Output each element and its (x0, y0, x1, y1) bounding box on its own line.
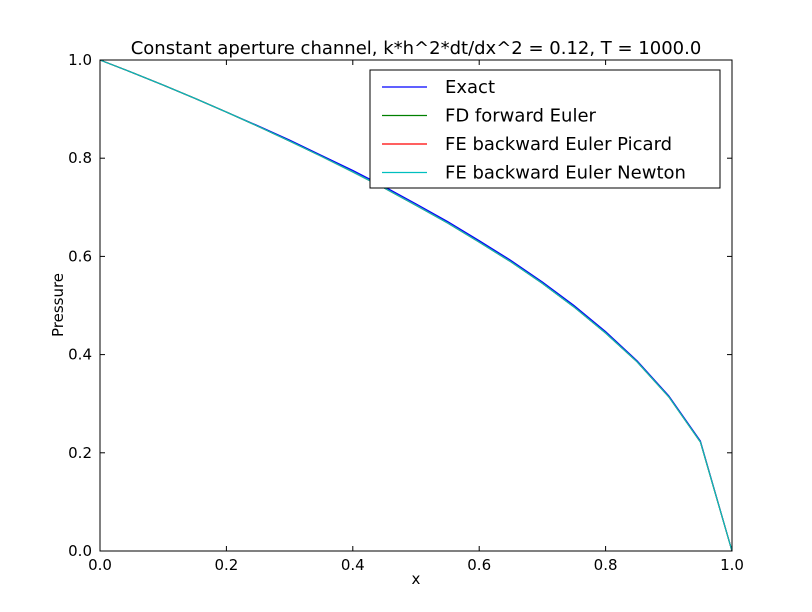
legend-label: FE backward Euler Picard (445, 134, 672, 155)
x-tick-label: 0.8 (594, 556, 618, 574)
legend-label: FE backward Euler Newton (445, 163, 686, 184)
plot-area-frame (99, 59, 733, 552)
y-tick-label: 0.0 (68, 542, 92, 560)
chart-title: Constant aperture channel, k*h^2*dt/dx^2… (131, 38, 702, 59)
x-tick-label: 0.0 (88, 556, 112, 574)
legend-entries: Exact FD forward Euler FE backward Euler P… (382, 77, 686, 184)
y-tick-label: 0.6 (68, 247, 92, 265)
x-tick-label: 0.2 (214, 556, 238, 574)
y-tick-label: 0.2 (68, 444, 92, 462)
plot-series (99, 59, 733, 552)
series-line-3 (99, 59, 733, 552)
y-axis-label: Pressure (49, 273, 67, 337)
y-tick-label: 1.0 (68, 51, 92, 69)
legend-label: Exact (445, 77, 495, 98)
y-tick-label: 0.8 (68, 149, 92, 167)
legend-box (369, 69, 721, 189)
legend-label: FD forward Euler (445, 106, 597, 127)
x-axis-label: x (412, 570, 421, 588)
x-tick-label: 1.0 (720, 556, 744, 574)
axis-ticks: 0.0 0.2 0.4 0.6 0.8 1.0 0.0 0.2 0.4 0.6 0.8 1.0 (68, 51, 744, 574)
legend: Exact FD forward Euler FE backward Euler P… (369, 69, 721, 189)
x-tick-label: 0.4 (341, 556, 365, 574)
x-tick-label: 0.6 (467, 556, 491, 574)
y-tick-label: 0.4 (68, 346, 92, 364)
